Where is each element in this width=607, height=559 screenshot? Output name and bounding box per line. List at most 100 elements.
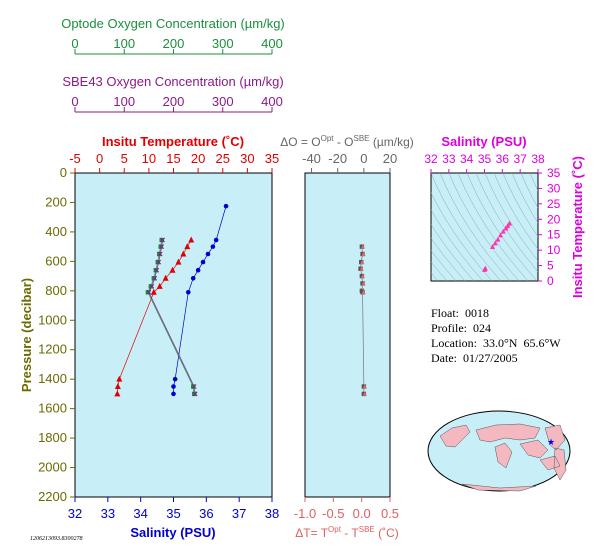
salinity-point xyxy=(172,376,178,382)
delta-temperature-point xyxy=(360,273,365,279)
pressure-tick-label: 2200 xyxy=(38,489,67,504)
temperature-axis-ticks: -5 0 5 10 15 20 25 30 35 xyxy=(69,151,279,173)
density-contour xyxy=(466,173,538,281)
ts-temperature-tick-label: 20 xyxy=(547,212,561,226)
temperature-point xyxy=(162,274,169,281)
density-contour xyxy=(431,237,466,281)
delta-temperature-point xyxy=(359,266,364,271)
ts-point xyxy=(498,232,504,238)
optode-point xyxy=(155,259,160,265)
sbe43-point xyxy=(152,275,158,281)
ts-temperature-tick-label: 30 xyxy=(547,181,561,195)
sbe43-point xyxy=(154,267,160,273)
delta-oxygen-tick-label: -20 xyxy=(328,151,347,166)
salinity-axis-tick-label: 32 xyxy=(68,506,82,521)
optode-profile-line xyxy=(147,239,195,394)
pressure-axis-label: Pressure (decibar) xyxy=(19,278,34,392)
ts-temperature-tick-label: 5 xyxy=(547,259,554,273)
sbe43-profile-line xyxy=(148,239,196,394)
delta-oxygen-tick-label: 20 xyxy=(383,151,397,166)
density-contour xyxy=(502,173,538,238)
salinity-axis-tick-label: 37 xyxy=(232,506,246,521)
density-contour xyxy=(439,173,511,281)
delta-oxygen-axis-label: ΔO = OOpt - OSBE (µm/kg) xyxy=(280,134,414,149)
density-contour xyxy=(431,209,484,281)
optode-point xyxy=(191,384,196,389)
delta-temperature-point xyxy=(361,251,366,256)
figure-id: 1206213093.8300278 xyxy=(30,536,83,542)
label-part: - T xyxy=(341,526,359,540)
ts-temperature-tick-label: 15 xyxy=(547,228,561,242)
sbe43-point xyxy=(159,244,165,249)
sbe43-point xyxy=(157,251,163,257)
profile-data-marks xyxy=(114,203,229,397)
pressure-tick-label: 600 xyxy=(45,253,67,268)
map-continents xyxy=(439,423,567,492)
main-panel-background xyxy=(74,172,273,498)
sbe43-axis-tick-label: 100 xyxy=(113,94,135,109)
label-part: (˚C) xyxy=(375,526,399,540)
temperature-point xyxy=(116,375,123,382)
salinity-axis-tick-label: 36 xyxy=(199,506,213,521)
pressure-tick-label: 400 xyxy=(45,224,67,239)
optode-axis-tick-label: 100 xyxy=(113,36,135,51)
density-contour xyxy=(431,224,475,281)
optode-point xyxy=(157,251,162,257)
label-superscript: Opt xyxy=(321,134,335,143)
delta-oxygen-axis-ticks: -40 -20 0 20 xyxy=(302,151,397,173)
ts-salinity-tick-label: 36 xyxy=(496,152,510,166)
temperature-point xyxy=(169,266,176,273)
salinity-axis-tick-label: 35 xyxy=(166,506,180,521)
ts-temperature-axis-label: Insitu Temperature (˚C) xyxy=(570,156,585,298)
pressure-axis-ticks: 0 200 400 600 800 1000 1200 1400 1600 1800 2000 220… xyxy=(38,165,75,504)
temperature-point xyxy=(180,250,187,257)
optode-point xyxy=(191,391,197,397)
ts-salinity-tick-label: 38 xyxy=(531,152,545,166)
density-contour xyxy=(431,261,448,281)
delta-temperature-point xyxy=(360,244,365,249)
sbe43-axis-tick-label: 200 xyxy=(163,94,185,109)
temperature-point xyxy=(156,282,163,289)
sbe43-point xyxy=(160,237,166,243)
temperature-point xyxy=(114,383,121,390)
profile-number: Profile: 024 xyxy=(431,321,491,335)
delta-temperature-point xyxy=(362,384,367,389)
delta-temperature-point xyxy=(361,280,366,286)
pressure-tick-label: 1400 xyxy=(38,371,67,386)
optode-axis-ticks: 0 100 200 300 400 xyxy=(71,36,283,54)
delta-temperature-tick-label: -0.5 xyxy=(322,506,344,521)
label-superscript: Opt xyxy=(328,525,342,534)
world-map-inset: ★ xyxy=(427,410,571,492)
delta-panel-background xyxy=(304,172,391,498)
delta-temperature-tick-label: -1.0 xyxy=(294,506,316,521)
sbe43-point xyxy=(146,289,152,295)
optode-point xyxy=(151,276,156,281)
salinity-point xyxy=(210,244,216,249)
delta-line xyxy=(360,246,365,394)
salinity-axis-label: Salinity (PSU) xyxy=(130,525,215,540)
temperature-axis-tick-label: 15 xyxy=(166,151,180,166)
ts-temperature-tick-label: 35 xyxy=(547,166,561,180)
delta-temperature-tick-label: 0.0 xyxy=(353,506,371,521)
ts-salinity-axis-ticks: 32 33 34 35 36 37 38 xyxy=(424,152,545,173)
density-contour xyxy=(431,250,457,281)
optode-point xyxy=(153,268,158,273)
sbe43-point xyxy=(149,284,155,289)
salinity-point xyxy=(200,259,206,265)
density-contour xyxy=(431,192,493,281)
float-number: Float: 0018 xyxy=(431,306,490,320)
salinity-point xyxy=(171,384,176,389)
density-contour xyxy=(475,173,538,273)
delta-temperature-axis-label: ΔT= TOpt - TSBE (˚C) xyxy=(295,525,399,540)
salinity-axis-tick-label: 38 xyxy=(265,506,279,521)
density-contour xyxy=(520,173,538,209)
label-part: (µm/kg) xyxy=(370,135,414,149)
temperature-axis-tick-label: 10 xyxy=(142,151,156,166)
temperature-axis-tick-label: 5 xyxy=(121,151,128,166)
salinity-point xyxy=(171,391,176,397)
temperature-axis-tick-label: 30 xyxy=(240,151,254,166)
label-superscript: SBE xyxy=(354,134,370,143)
pressure-tick-label: 800 xyxy=(45,283,67,298)
label-part: ΔT= T xyxy=(295,526,328,540)
